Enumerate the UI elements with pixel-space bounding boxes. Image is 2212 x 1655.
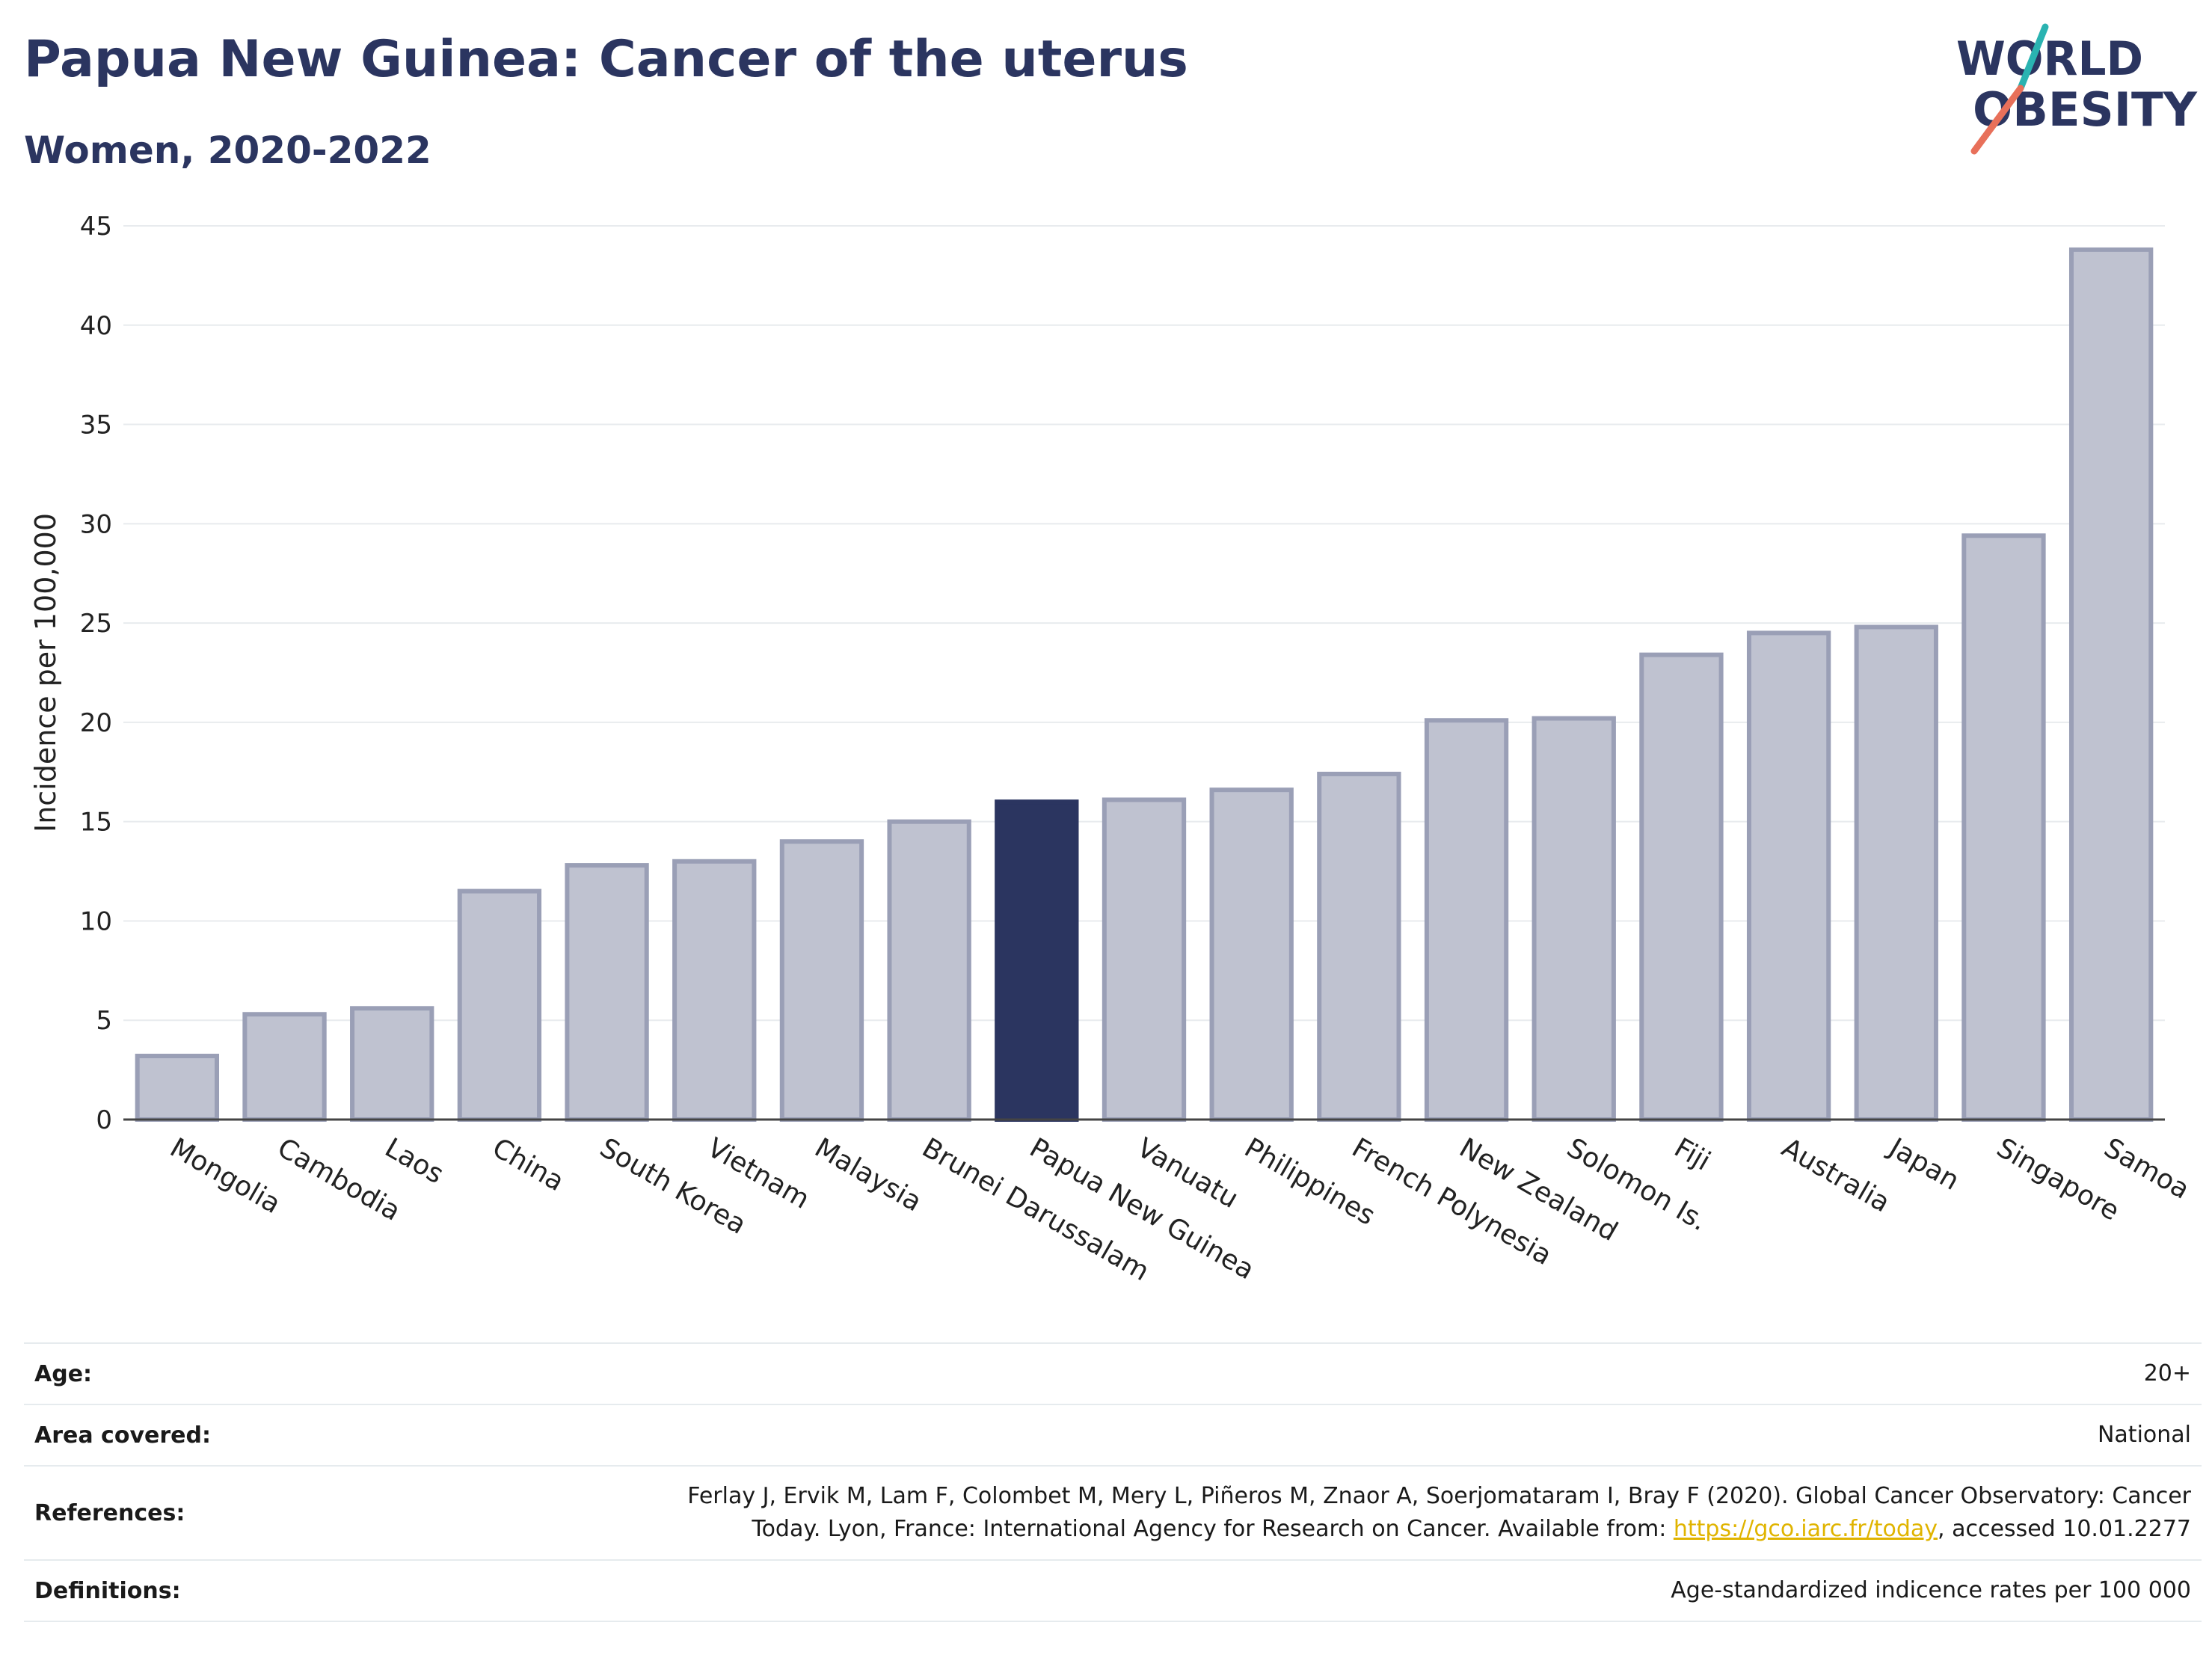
y-tick-label: 0 [96, 1105, 112, 1135]
logo-line-1: WORLD [1956, 31, 2143, 86]
logo-slash-teal [2017, 23, 2049, 92]
bar-mongolia [135, 1054, 220, 1122]
age-value: 20+ [2143, 1360, 2191, 1387]
bar-cambodia [242, 1012, 327, 1123]
bar-papua-new-guinea [995, 799, 1079, 1122]
bar-singapore [1961, 533, 2046, 1122]
x-tick-label: Malaysia [809, 1132, 927, 1218]
bar-samoa [2068, 247, 2154, 1122]
bar-vanuatu [1102, 797, 1187, 1122]
bar-laos [350, 1006, 434, 1123]
y-tick-label: 5 [96, 1006, 112, 1036]
x-tick-label: Australia [1777, 1132, 1895, 1218]
x-tick-label: Japan [1883, 1132, 1964, 1197]
y-tick-label: 45 [80, 212, 112, 242]
logo-line-2: OBESITY [1973, 82, 2198, 137]
y-tick-label: 15 [80, 808, 112, 838]
y-tick-label: 40 [80, 311, 112, 341]
bar-new-zealand [1424, 718, 1509, 1122]
bar-french-polynesia [1317, 771, 1401, 1123]
age-label: Age: [34, 1360, 93, 1387]
bars [135, 247, 2154, 1123]
x-tick-label: Cambodia [272, 1132, 405, 1227]
y-tick-label: 25 [80, 609, 112, 639]
info-row-references: References: Ferlay J, Ervik M, Lam F, Co… [24, 1467, 2202, 1561]
info-row-area: Area covered: National [24, 1405, 2202, 1467]
logo-slash-coral [1970, 85, 2024, 155]
references-label: References: [34, 1499, 185, 1526]
bar-australia [1746, 630, 1831, 1122]
bar-malaysia [779, 839, 864, 1122]
references-value: Ferlay J, Ervik M, Lam F, Colombet M, Me… [687, 1480, 2191, 1546]
info-row-definitions: Definitions: Age-standardized indicence … [24, 1561, 2202, 1622]
references-line-2-start: Today. Lyon, France: International Agenc… [752, 1516, 1674, 1542]
y-tick-label: 30 [80, 509, 112, 539]
x-tick-label: Laos [380, 1132, 449, 1190]
info-table: Age: 20+ Area covered: National Referenc… [24, 1342, 2202, 1622]
x-tick-label: Mongolia [165, 1132, 286, 1220]
y-tick-label: 35 [80, 411, 112, 440]
bar-vietnam [672, 859, 757, 1123]
area-value: National [2097, 1422, 2191, 1448]
info-row-age: Age: 20+ [24, 1344, 2202, 1405]
bar-china [457, 888, 542, 1122]
area-label: Area covered: [34, 1422, 211, 1449]
references-line-2-end: , accessed 10.01.2277 [1938, 1516, 2191, 1542]
bar-south-korea [565, 863, 649, 1122]
bar-japan [1854, 624, 1938, 1122]
y-tick-label: 10 [80, 906, 112, 936]
x-tick-label: Singapore [1991, 1132, 2125, 1226]
bar-philippines [1209, 787, 1294, 1122]
y-tick-label: 20 [80, 708, 112, 738]
references-link[interactable]: https://gco.iarc.fr/today [1673, 1516, 1938, 1542]
y-tick-labels: 0 5 10 15 20 25 30 35 40 45 [80, 212, 112, 1135]
world-obesity-logo: WORLD OBESITY [1956, 23, 2198, 155]
definitions-value: Age-standardized indicence rates per 100… [1671, 1577, 2191, 1603]
definitions-label: Definitions: [34, 1577, 181, 1604]
x-tick-label: French Polynesia [1347, 1132, 1557, 1271]
bar-solomon-is [1531, 716, 1616, 1122]
bar-brunei-darussalam [887, 819, 971, 1122]
references-line-1: Ferlay J, Ervik M, Lam F, Colombet M, Me… [687, 1483, 2191, 1509]
chart-title: Papua New Guinea: Cancer of the uterus [24, 30, 1188, 89]
chart-subtitle: Women, 2020-2022 [24, 129, 431, 172]
x-tick-label: China [487, 1132, 569, 1197]
x-tick-label: Fiji [1669, 1132, 1715, 1177]
y-axis-label: Incidence per 100,000 [29, 513, 62, 832]
bar-fiji [1639, 652, 1724, 1122]
